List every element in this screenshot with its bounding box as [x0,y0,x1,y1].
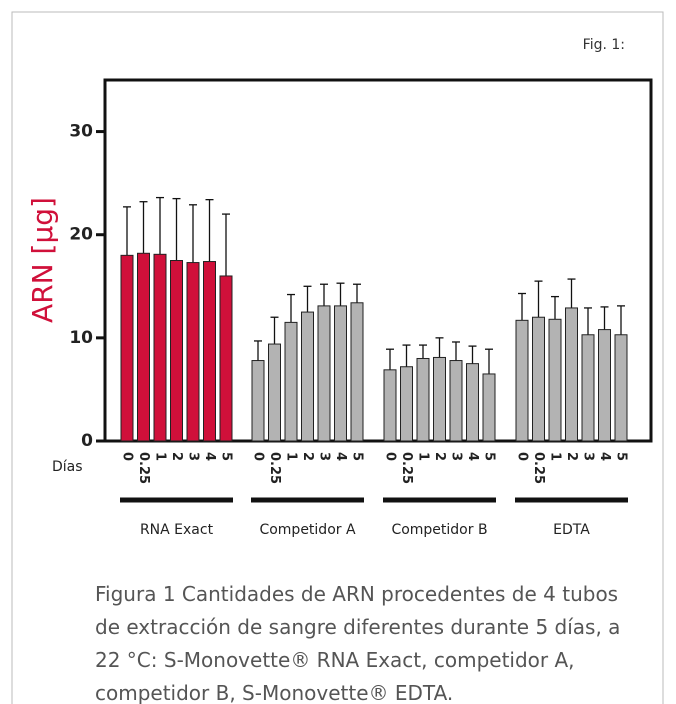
bar [614,334,628,442]
bar [186,262,200,442]
bar [400,366,413,442]
bar [482,373,496,442]
y-tick-label: 30 [69,122,93,142]
bar [301,311,314,442]
x-tick-label: 0.25 [136,452,151,484]
x-tick-label: 4 [202,452,217,461]
x-tick-label: 0 [120,452,135,461]
x-tick-label: 0.25 [267,452,282,484]
panel-border [11,11,664,704]
bar [383,369,397,442]
x-tick-label: 4 [597,452,612,461]
x-tick-label: 4 [465,452,480,461]
plot-frame [103,78,653,443]
y-tick-label: 0 [81,431,93,451]
x-tick-label: 3 [186,452,201,461]
bar [548,318,562,442]
bar [433,356,446,442]
bar [598,329,611,442]
bar [532,316,545,442]
x-tick-label: 0 [251,452,266,461]
x-tick-label: 5 [350,452,365,461]
x-tick-label: 4 [333,452,348,461]
x-tick-label: 2 [432,452,447,461]
x-tick-label: 0.25 [399,452,414,484]
x-tick-label: 0.25 [531,452,546,484]
y-tick-label: 20 [69,225,93,245]
legend-label: Competidor A [259,522,356,538]
x-tick-label: 5 [614,452,629,461]
bar [466,363,479,442]
y-tick-label: 10 [69,328,93,348]
bar [581,334,595,442]
bar [350,302,364,442]
bar [284,321,298,442]
legend-label: EDTA [553,522,590,538]
caption: Figura 1 Cantidades de ARN procedentes d… [95,582,621,704]
x-tick-label: 1 [548,452,563,461]
bar [170,260,183,442]
x-tick-label: 1 [416,452,431,461]
x-tick-label: 0 [383,452,398,461]
x-tick-label: 1 [153,452,168,461]
x-tick-label: 2 [564,452,579,461]
legend-label: RNA Exact [140,522,214,538]
x-axis-label: Días [52,459,83,475]
bar [317,305,331,442]
bar [251,360,265,442]
bar [515,319,529,442]
x-tick-label: 3 [449,452,464,461]
x-tick-label: 5 [482,452,497,461]
x-tick-label: 0 [515,452,530,461]
x-tick-label: 2 [300,452,315,461]
y-axis-label: ARN [µg] [26,197,59,323]
bar [219,275,233,442]
x-tick-label: 3 [581,452,596,461]
bar [153,253,167,442]
bar [449,360,463,442]
bar [334,305,347,442]
x-tick-label: 1 [284,452,299,461]
x-tick-label: 5 [219,452,234,461]
bar [203,261,216,442]
bar [268,343,281,442]
bar [416,357,430,442]
x-tick-label: 2 [169,452,184,461]
figure-label: Fig. 1: [583,37,625,53]
x-tick-label: 3 [317,452,332,461]
bar [565,307,578,442]
bar [120,254,134,442]
bar [137,252,150,442]
legend-label: Competidor B [391,522,487,538]
